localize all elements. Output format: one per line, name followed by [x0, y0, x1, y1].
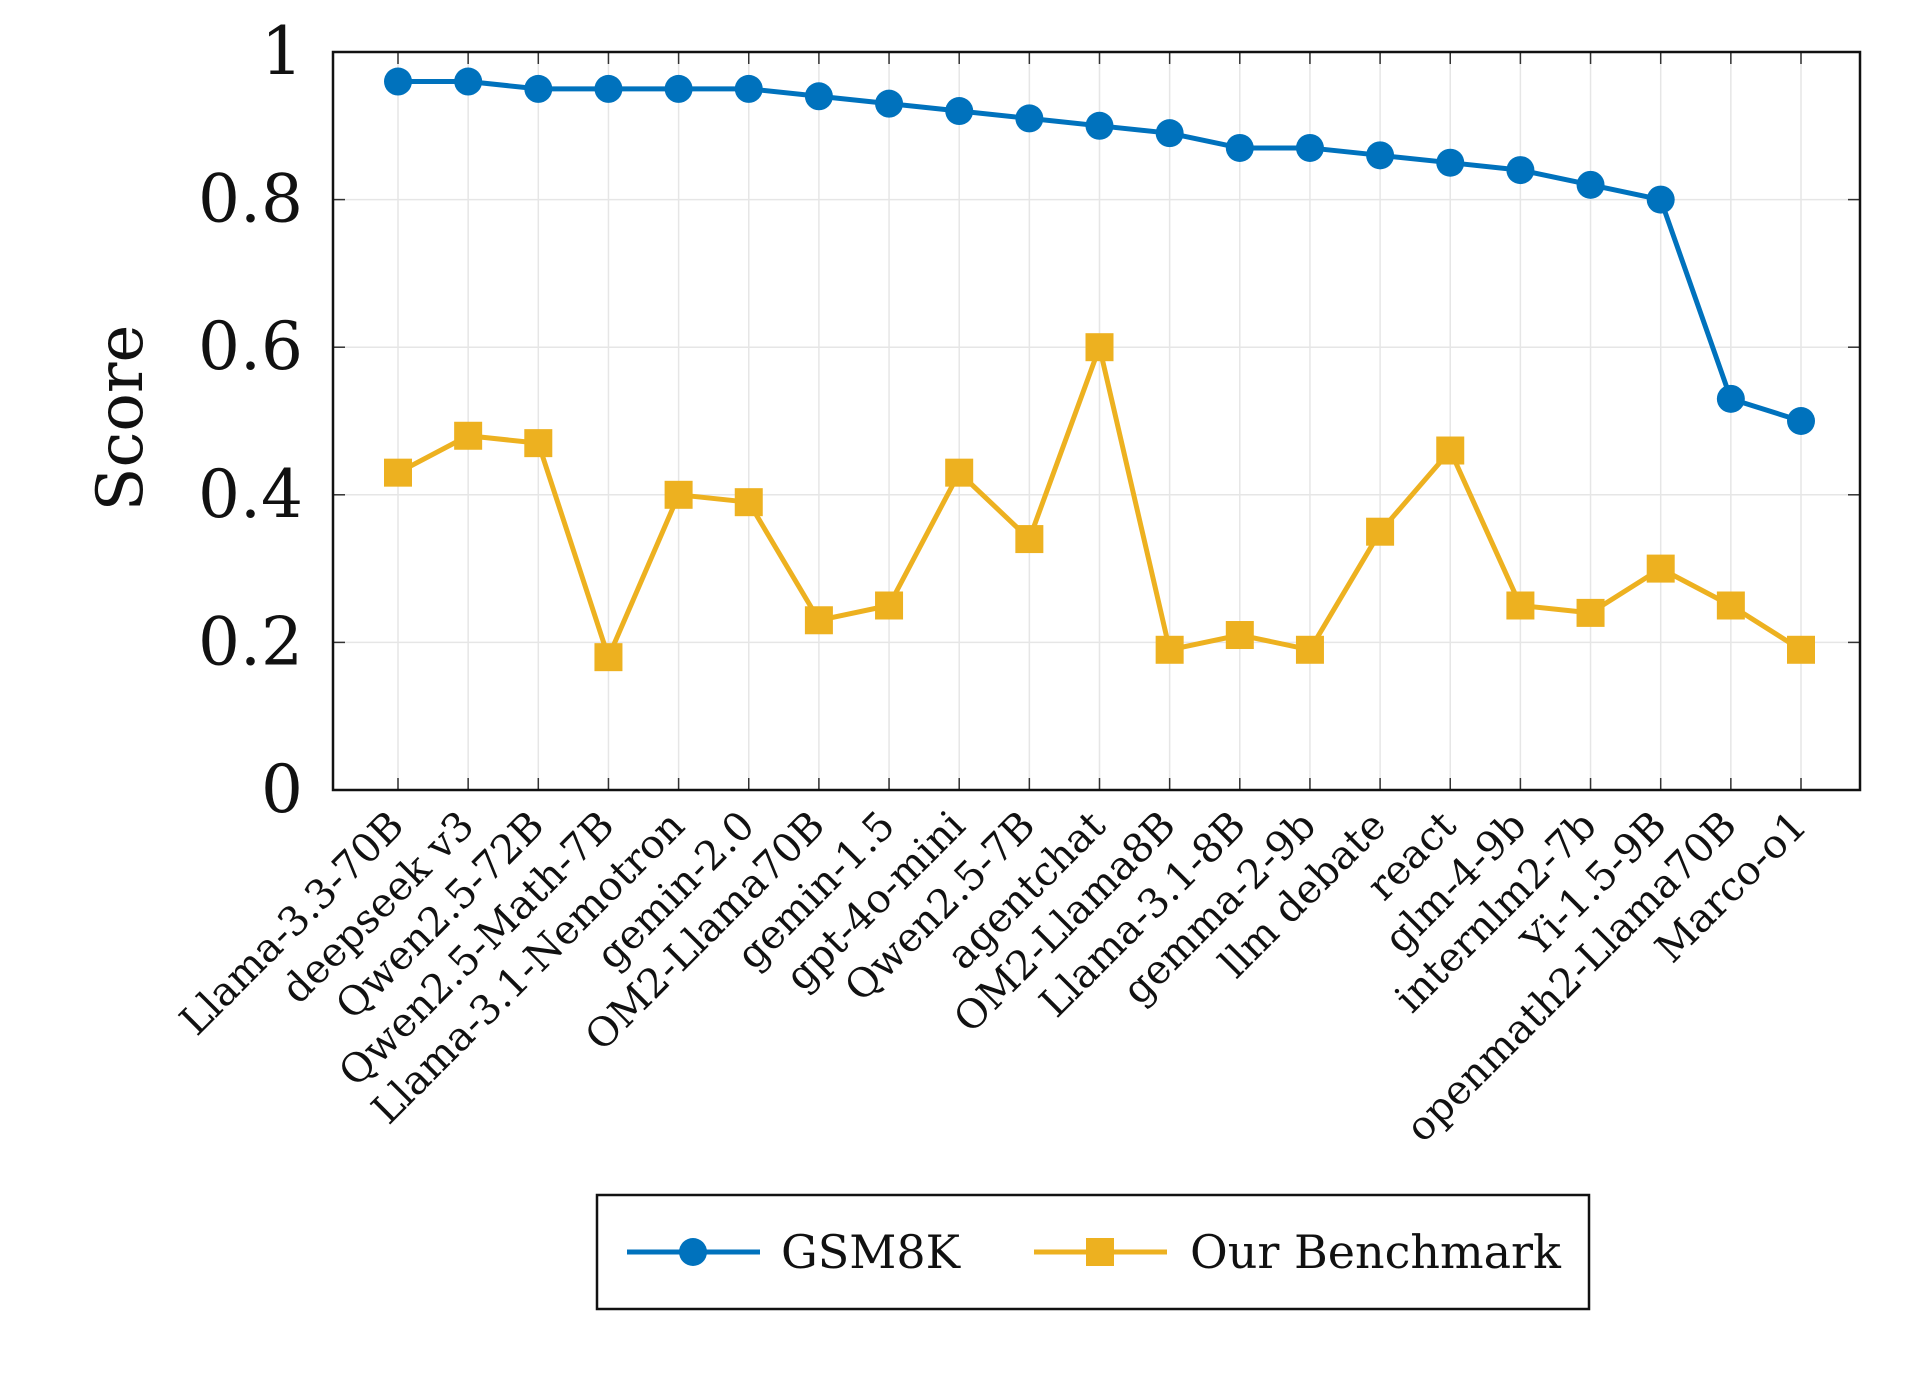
gsm8k-point [664, 74, 693, 103]
y-tick-label: 0.4 [198, 456, 303, 533]
our-benchmark-point [1787, 635, 1815, 664]
gsm8k-point [1787, 407, 1815, 435]
plot-frame [331, 50, 1862, 792]
gsm8k-point [1295, 133, 1324, 162]
grid [333, 51, 1860, 791]
y-tick-label: 1 [261, 13, 303, 90]
our-benchmark-point [1576, 598, 1605, 627]
our-benchmark-point [734, 488, 763, 517]
gsm8k-point [945, 97, 974, 126]
gsm8k-point [875, 89, 904, 118]
our-benchmark-point [524, 429, 553, 458]
y-tick-label: 0.2 [198, 603, 303, 680]
gsm8k-point [384, 67, 412, 96]
our-benchmark-point [1366, 517, 1395, 546]
legend: GSM8K Our Benchmark [595, 1193, 1591, 1311]
our-benchmark-point [454, 421, 483, 450]
our-benchmark-point [1085, 333, 1114, 362]
our-benchmark-point [1225, 621, 1254, 650]
gsm8k-point [1436, 148, 1465, 177]
y-tick-label: 0.6 [198, 308, 303, 385]
gsm8k-point [1155, 119, 1184, 148]
our-benchmark-point [1506, 591, 1535, 620]
our-benchmark-point [1015, 525, 1044, 554]
y-tick-label: 0.8 [198, 161, 303, 238]
gsm8k-point [1085, 111, 1114, 140]
gsm8k-point [524, 74, 553, 103]
gsm8k-point [1506, 156, 1535, 185]
gsm8k-point [1015, 104, 1044, 133]
gsm8k-point [1576, 170, 1605, 199]
our-benchmark-point [1155, 635, 1184, 664]
axes [331, 50, 1862, 792]
our-benchmark-point [875, 591, 904, 620]
legend-benchmark-label: Our Benchmark [1190, 1225, 1562, 1279]
our-benchmark-point [384, 458, 412, 487]
our-benchmark-point [1646, 554, 1675, 583]
gsm8k-point [454, 67, 483, 96]
gsm8k-point [1366, 141, 1395, 170]
our-benchmark-point [1295, 635, 1324, 664]
legend-box [595, 1193, 1591, 1311]
legend-gsm8k-marker [679, 1238, 707, 1266]
gsm8k-point [594, 74, 623, 103]
our-benchmark-point [945, 458, 974, 487]
legend-benchmark-marker [1086, 1238, 1114, 1266]
our-benchmark-point [664, 480, 693, 509]
our-benchmark-point [1436, 436, 1465, 465]
legend-gsm8k-label: GSM8K [781, 1225, 962, 1279]
gsm8k-point [804, 82, 833, 111]
our-benchmark-point [804, 606, 833, 635]
gsm8k-point [734, 74, 763, 103]
series-layer [384, 67, 1815, 672]
our-benchmark-point [1716, 591, 1745, 620]
y-tick-label: 0 [261, 751, 303, 828]
gsm8k-point [1646, 185, 1675, 214]
our-benchmark-point [594, 643, 623, 672]
gsm8k-point [1225, 133, 1254, 162]
gsm8k-point [1716, 384, 1745, 413]
y-axis-title: Score [84, 325, 158, 512]
